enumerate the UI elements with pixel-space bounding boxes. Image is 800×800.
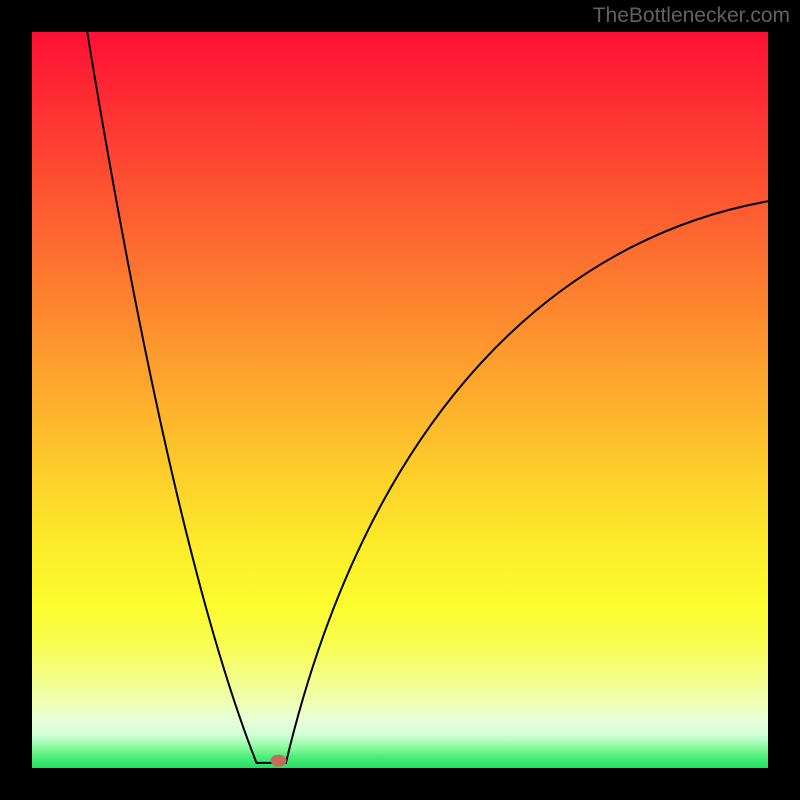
optimum-marker <box>271 755 287 767</box>
watermark-text: TheBottlenecker.com <box>593 4 790 28</box>
chart-frame: TheBottlenecker.com <box>0 0 800 800</box>
bottleneck-chart <box>0 0 800 800</box>
plot-background <box>32 32 768 768</box>
